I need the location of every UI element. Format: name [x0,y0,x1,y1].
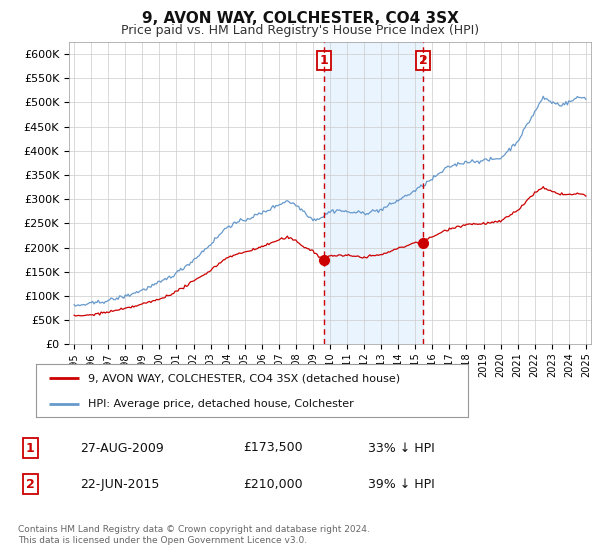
Text: 2: 2 [419,54,428,67]
Bar [324,42,424,344]
Text: 9, AVON WAY, COLCHESTER, CO4 3SX (detached house): 9, AVON WAY, COLCHESTER, CO4 3SX (detach… [88,374,400,384]
Text: HPI: Average price, detached house, Colchester: HPI: Average price, detached house, Colc… [88,399,353,409]
Text: 9, AVON WAY, COLCHESTER, CO4 3SX: 9, AVON WAY, COLCHESTER, CO4 3SX [142,11,458,26]
Text: 33% ↓ HPI: 33% ↓ HPI [368,441,434,455]
Text: 1: 1 [26,441,35,455]
Text: Contains HM Land Registry data © Crown copyright and database right 2024.
This d: Contains HM Land Registry data © Crown c… [18,525,370,545]
Text: Price paid vs. HM Land Registry's House Price Index (HPI): Price paid vs. HM Land Registry's House … [121,24,479,36]
Text: £210,000: £210,000 [244,478,303,491]
Text: 2: 2 [26,478,35,491]
Text: 1: 1 [320,54,328,67]
Text: 27-AUG-2009: 27-AUG-2009 [80,441,164,455]
Text: £173,500: £173,500 [244,441,303,455]
Text: 22-JUN-2015: 22-JUN-2015 [80,478,160,491]
Text: 39% ↓ HPI: 39% ↓ HPI [368,478,434,491]
